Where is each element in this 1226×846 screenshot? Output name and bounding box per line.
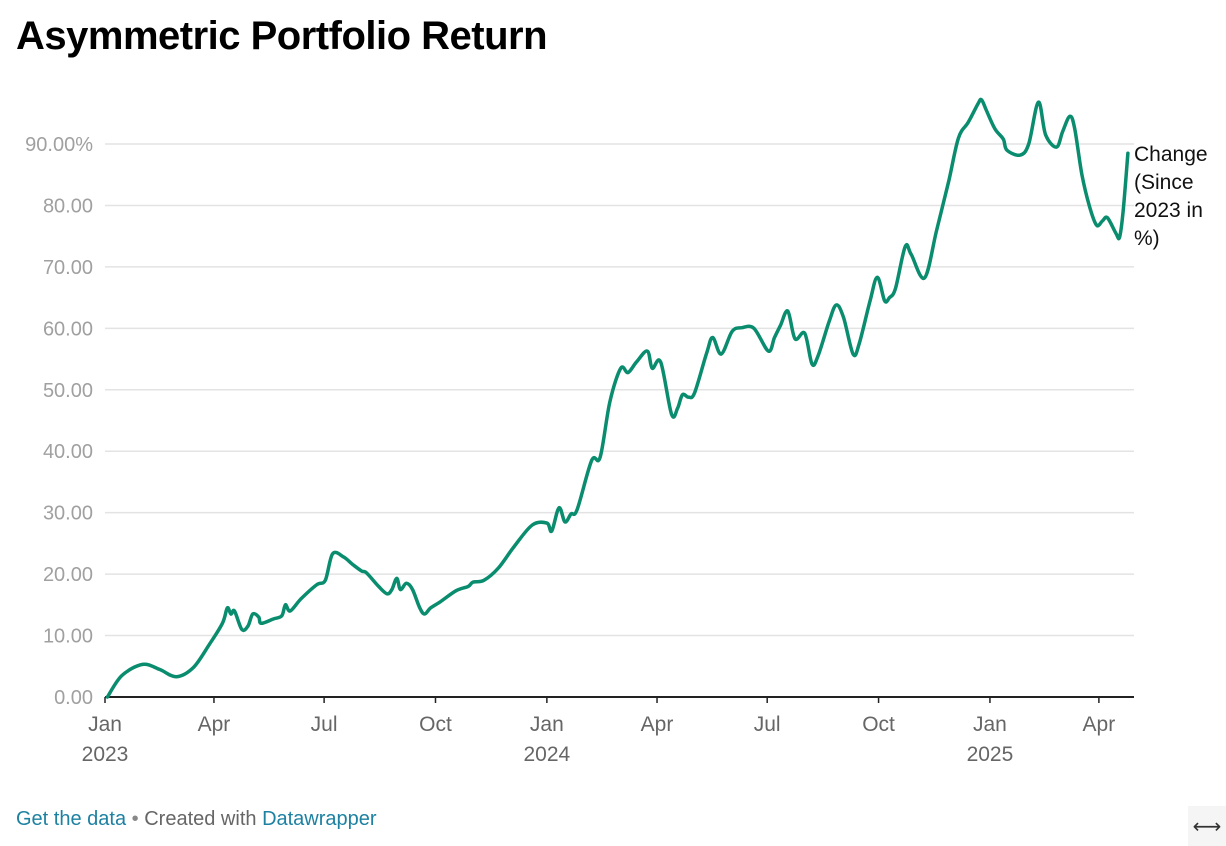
- y-tick-label: 20.00: [43, 564, 93, 586]
- footer-separator: •: [131, 808, 139, 830]
- x-tick-label: Jul: [311, 713, 338, 736]
- y-tick-label: 10.00: [43, 626, 93, 648]
- x-tick-label: Jul: [754, 713, 781, 736]
- datawrapper-link[interactable]: Datawrapper: [262, 808, 377, 830]
- y-tick-label: 30.00: [43, 503, 93, 525]
- series-label-line: 2023 in: [1134, 199, 1203, 222]
- get-the-data-link[interactable]: Get the data: [16, 808, 127, 830]
- x-tick-label: Apr: [198, 713, 231, 736]
- x-tick-label: Jan: [88, 713, 122, 736]
- x-tick-year-label: 2023: [82, 743, 129, 766]
- y-tick-label: 70.00: [43, 257, 93, 279]
- x-tick-label: Jan: [530, 713, 564, 736]
- y-tick-label: 40.00: [43, 441, 93, 463]
- y-tick-label: 90.00%: [25, 134, 93, 156]
- x-tick-year-label: 2025: [967, 743, 1014, 766]
- series-group: [105, 97, 1130, 699]
- y-tick-label: 0.00: [54, 687, 93, 709]
- series-line: [105, 97, 1130, 699]
- footer: Get the data • Created with Datawrapper: [16, 808, 377, 831]
- resize-icon[interactable]: ⟷: [1188, 806, 1226, 846]
- y-tick-label: 60.00: [43, 318, 93, 340]
- series-label-line: %): [1134, 227, 1160, 250]
- x-tick-label: Oct: [862, 713, 895, 736]
- created-with-text: Created with: [144, 808, 257, 830]
- y-tick-label: 50.00: [43, 380, 93, 402]
- x-tick-label: Apr: [1083, 713, 1116, 736]
- series-label-line: (Since: [1134, 171, 1194, 194]
- x-tick-label: Oct: [419, 713, 452, 736]
- x-tick-label: Apr: [641, 713, 674, 736]
- y-tick-label: 80.00: [43, 195, 93, 217]
- grid-lines: [105, 143, 1134, 698]
- chart-title: Asymmetric Portfolio Return: [16, 14, 548, 58]
- x-tick-label: Jan: [973, 713, 1007, 736]
- series-label: Change (Since 2023 in%): [1134, 143, 1208, 250]
- series-label-line: Change: [1134, 143, 1208, 166]
- y-axis: 0.00 10.00 20.00 30.00 40.00 50.00 60.00 70.00 8…: [25, 134, 93, 709]
- x-tick-year-label: 2024: [524, 743, 571, 766]
- x-axis: Jan 2023 Apr Jul Oct Jan 2024 Apr Jul Oct Jan 2025 A…: [82, 697, 1116, 766]
